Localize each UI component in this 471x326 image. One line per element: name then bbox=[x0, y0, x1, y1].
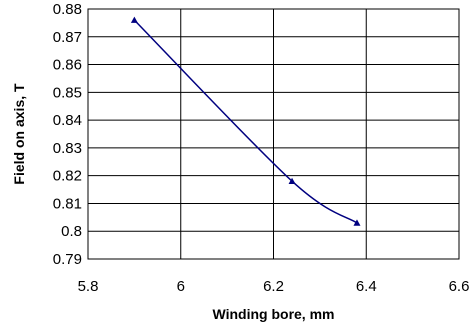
y-tick-label: 0.79 bbox=[53, 251, 82, 268]
y-tick-label: 0.81 bbox=[53, 195, 82, 212]
grid-lines bbox=[87, 8, 460, 260]
x-tick-label: 5.8 bbox=[78, 278, 99, 295]
x-tick-label: 6 bbox=[177, 278, 185, 295]
data-point-marker bbox=[130, 16, 138, 23]
y-tick-label: 0.86 bbox=[53, 57, 82, 74]
x-tick-label: 6.6 bbox=[449, 278, 470, 295]
y-tick-label: 0.87 bbox=[53, 29, 82, 46]
series-group bbox=[130, 16, 361, 226]
y-tick-label: 0.84 bbox=[53, 112, 82, 129]
x-tick-label: 6.4 bbox=[356, 278, 377, 295]
y-tick-label: 0.83 bbox=[53, 140, 82, 157]
data-point-marker bbox=[288, 177, 296, 185]
y-axis-title: Field on axis, T bbox=[11, 83, 27, 185]
x-tick-label: 6.2 bbox=[263, 278, 284, 295]
y-tick-labels: 0.79 0.8 0.81 0.82 0.83 0.84 0.85 0.86 0.87 0.88 bbox=[53, 1, 82, 268]
y-tick-label: 0.88 bbox=[53, 1, 82, 18]
data-point-marker bbox=[353, 219, 361, 226]
y-tick-label: 0.8 bbox=[61, 223, 82, 240]
plot-frame bbox=[87, 8, 460, 260]
y-tick-label: 0.85 bbox=[53, 84, 82, 101]
x-axis-title: Winding bore, mm bbox=[213, 306, 335, 322]
series-line bbox=[133, 19, 358, 224]
y-tick-label: 0.82 bbox=[53, 168, 82, 185]
x-tick-labels: 5.8 6 6.2 6.4 6.6 bbox=[78, 278, 470, 295]
